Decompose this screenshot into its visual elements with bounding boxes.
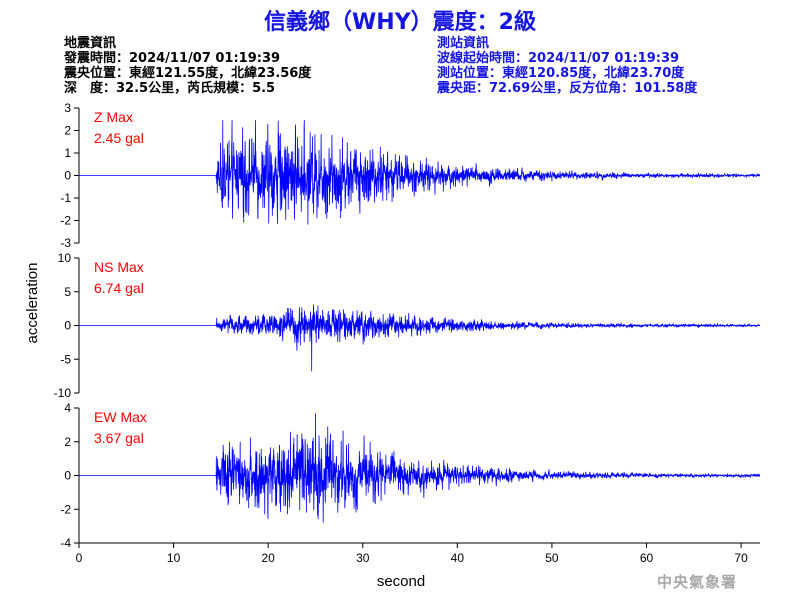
waveform-z [79, 119, 761, 225]
station-info-heading: 測站資訊 [437, 36, 490, 51]
y-tick-label: 1 [64, 146, 71, 160]
y-axis-label: acceleration [24, 263, 41, 344]
origin-time: 發震時間：2024/11/07 01:19:39 [64, 51, 281, 66]
x-tick-label: 70 [734, 551, 748, 565]
max-value: 3.67 gal [94, 430, 144, 446]
y-tick-label: -2 [60, 502, 71, 516]
wave-start-time: 波線起始時間：2024/11/07 01:19:39 [437, 51, 680, 66]
waveform-ns [79, 304, 761, 372]
y-tick-label: 10 [58, 251, 72, 265]
max-value: 2.45 gal [94, 130, 144, 146]
y-tick-label: -3 [60, 236, 71, 250]
y-tick-label: 0 [64, 319, 71, 333]
agency-credit: 中央氣象署 [657, 573, 738, 591]
y-tick-label: -2 [60, 214, 71, 228]
y-tick-label: -10 [54, 386, 72, 400]
max-label: EW Max [94, 409, 147, 425]
epicenter-location: 震央位置：東經121.55度，北緯23.56度 [64, 66, 312, 81]
x-tick-label: 30 [356, 551, 370, 565]
page-title: 信義鄉（WHY）震度：2級 [264, 10, 536, 35]
y-tick-label: 0 [64, 169, 71, 183]
max-label: NS Max [94, 259, 144, 275]
earthquake-info-heading: 地震資訊 [64, 36, 117, 51]
panel-ns: -10 -5 0 5 10 NS Max 6.74 gal [54, 251, 761, 400]
earthquake-info-block: 地震資訊 發震時間：2024/11/07 01:19:39 震央位置：東經121… [64, 36, 311, 96]
y-tick-label: -1 [60, 191, 71, 205]
x-tick-label: 50 [545, 551, 559, 565]
x-tick-label: 0 [76, 551, 83, 565]
y-tick-label: 2 [64, 124, 71, 138]
waveform-ew [79, 413, 761, 523]
y-tick-label: -4 [60, 536, 71, 550]
y-tick-label: 4 [64, 401, 71, 415]
x-tick-label: 60 [640, 551, 654, 565]
y-tick-label: 2 [64, 435, 71, 449]
y-tick-label: 5 [64, 285, 71, 299]
depth-magnitude: 深 度：32.5公里，芮氏規模：5.5 [64, 81, 276, 96]
max-label: Z Max [94, 109, 133, 125]
x-axis-label: second [377, 573, 425, 590]
max-value: 6.74 gal [94, 280, 144, 296]
panel-z: -3 -2 -1 0 1 2 3 Z Max 2.45 gal [60, 101, 761, 250]
x-tick-label: 20 [261, 551, 275, 565]
y-tick-label: 0 [64, 469, 71, 483]
epicentral-distance: 震央距：72.69公里，反方位角：101.58度 [437, 81, 698, 96]
station-location: 測站位置：東經120.85度，北緯23.70度 [437, 66, 685, 81]
panel-ew: -4 -2 0 2 4 EW Max 3.67 gal [60, 401, 761, 550]
x-tick-label: 10 [167, 551, 181, 565]
station-info-block: 測站資訊 波線起始時間：2024/11/07 01:19:39 測站位置：東經1… [437, 36, 697, 96]
y-tick-label: -5 [60, 352, 71, 366]
x-tick-label: 40 [451, 551, 465, 565]
y-tick-label: 3 [64, 101, 71, 115]
